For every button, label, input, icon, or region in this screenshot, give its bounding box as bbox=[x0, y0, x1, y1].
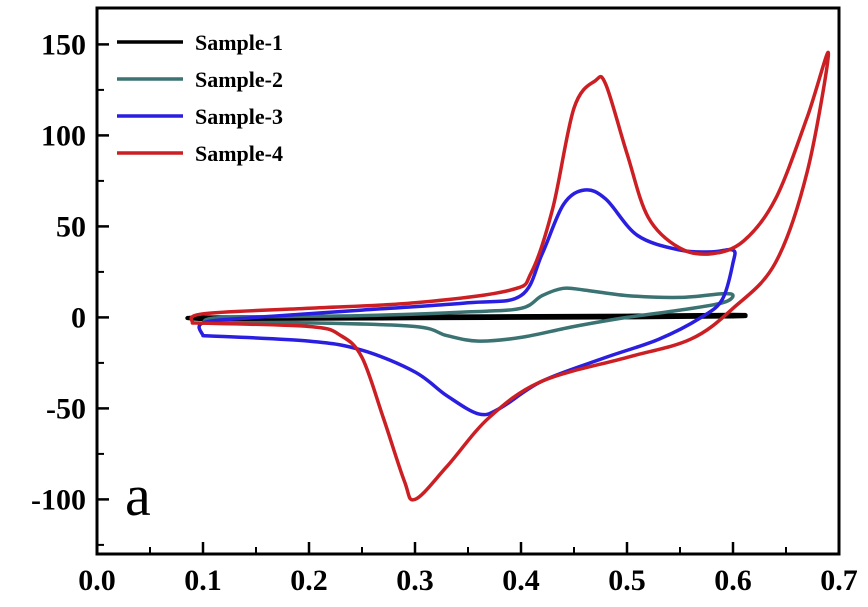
x-tick-label: 0.6 bbox=[714, 564, 752, 597]
x-tick-label: 0.7 bbox=[820, 564, 858, 597]
y-tick-label: 50 bbox=[56, 210, 86, 243]
legend: Sample-1 Sample-2 Sample-3 Sample-4 bbox=[117, 30, 283, 166]
series-curve-4 bbox=[189, 50, 831, 502]
legend-label-1: Sample-1 bbox=[195, 30, 283, 55]
plot-curves bbox=[185, 50, 831, 502]
series-curve-3 bbox=[197, 188, 737, 417]
y-tick-label: -100 bbox=[31, 483, 86, 516]
x-tick-label: 0.2 bbox=[290, 564, 328, 597]
x-tick-label: 0.4 bbox=[502, 564, 540, 597]
y-tick-label: 100 bbox=[41, 119, 86, 152]
axis-tick-labels: 0.0 0.1 0.2 0.3 0.4 0.5 0.6 0.7 150 100 50 0 -50 -100 bbox=[31, 28, 858, 597]
x-tick-label: 0.5 bbox=[608, 564, 646, 597]
x-tick-label: 0.0 bbox=[78, 564, 116, 597]
x-tick-label: 0.1 bbox=[184, 564, 222, 597]
legend-label-2: Sample-2 bbox=[195, 67, 283, 92]
axis-ticks bbox=[95, 43, 841, 554]
legend-label-4: Sample-4 bbox=[195, 141, 283, 166]
legend-label-3: Sample-3 bbox=[195, 104, 283, 129]
series-curve-2 bbox=[201, 286, 735, 343]
y-tick-label: -50 bbox=[46, 392, 86, 425]
y-tick-label: 150 bbox=[41, 28, 86, 61]
x-tick-label: 0.3 bbox=[396, 564, 434, 597]
y-tick-label: 0 bbox=[71, 301, 86, 334]
panel-label: a bbox=[125, 463, 151, 528]
plot-frame bbox=[95, 6, 841, 556]
